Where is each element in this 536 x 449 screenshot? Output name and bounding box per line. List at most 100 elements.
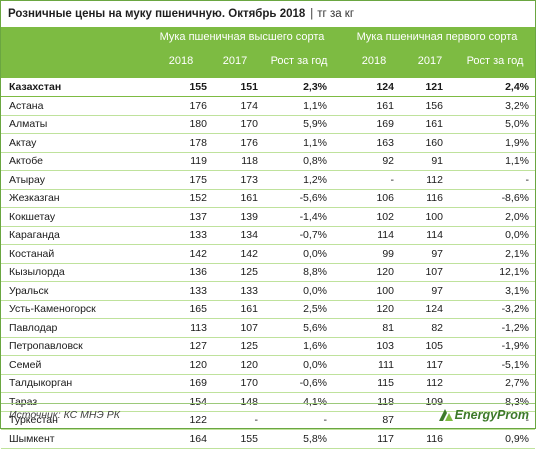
price-table: Казахстан 155 151 2,3% 124 121 2,4% Астана 176 17… — [1, 78, 535, 449]
price-2017-first: 82 — [400, 318, 453, 338]
growth-first: 5,0% — [453, 115, 535, 134]
logo-text: EnergyProm — [454, 408, 529, 422]
price-2018-premium: 120 — [151, 355, 213, 375]
price-2017-premium: 151 — [213, 78, 266, 97]
city-name: Актобе — [1, 152, 151, 171]
growth-first: 2,4% — [453, 78, 535, 97]
table-row: Алматы 180 170 5,9% 169 161 5,0% — [1, 115, 535, 134]
price-2017-premium: 125 — [213, 337, 266, 356]
table-row-total: Казахстан 155 151 2,3% 124 121 2,4% — [1, 78, 535, 97]
price-2018-premium: 154 — [151, 392, 213, 412]
price-2017-premium: 142 — [213, 244, 266, 264]
growth-premium: -0,6% — [266, 374, 333, 393]
price-2018-premium: 176 — [151, 96, 213, 116]
price-2017-first: 117 — [400, 355, 453, 375]
growth-first: 1,9% — [453, 133, 535, 153]
growth-premium: 5,9% — [266, 115, 333, 134]
price-2017-first: 97 — [400, 244, 453, 264]
growth-first: -1,2% — [453, 318, 535, 338]
price-2018-premium: 137 — [151, 207, 213, 227]
city-name: Актау — [1, 133, 151, 153]
price-2018-premium: 164 — [151, 429, 213, 449]
price-2018-first: 103 — [333, 337, 400, 356]
price-2017-premium: 120 — [213, 355, 266, 375]
price-2018-premium: 165 — [151, 300, 213, 319]
city-name: Казахстан — [1, 78, 151, 97]
price-2018-first: 118 — [333, 392, 400, 412]
table-row: Кызылорда 136 125 8,8% 120 107 12,1% — [1, 263, 535, 282]
growth-premium: 2,3% — [266, 78, 333, 97]
growth-premium: 1,6% — [266, 337, 333, 356]
price-2018-first: 117 — [333, 429, 400, 449]
city-name: Шымкент — [1, 429, 151, 449]
price-2018-premium: 113 — [151, 318, 213, 338]
city-name: Жезказган — [1, 189, 151, 208]
price-2018-first: 102 — [333, 207, 400, 227]
table-row: Уральск 133 133 0,0% 100 97 3,1% — [1, 281, 535, 301]
price-2017-first: 116 — [400, 189, 453, 208]
growth-premium: 0,8% — [266, 152, 333, 171]
price-2018-first: 161 — [333, 96, 400, 116]
growth-premium: 0,0% — [266, 355, 333, 375]
growth-first: -5,1% — [453, 355, 535, 375]
growth-premium: 2,5% — [266, 300, 333, 319]
price-2017-premium: 161 — [213, 189, 266, 208]
price-2017-premium: 173 — [213, 170, 266, 190]
price-2017-first: 112 — [400, 374, 453, 393]
growth-first: 12,1% — [453, 263, 535, 282]
price-2017-premium: 174 — [213, 96, 266, 116]
logo-icon — [438, 409, 453, 421]
title-separator: | — [310, 8, 314, 20]
price-2017-premium: 155 — [213, 429, 266, 449]
city-name: Усть-Каменогорск — [1, 300, 151, 319]
price-2018-first: 120 — [333, 263, 400, 282]
table-row: Талдыкорган 169 170 -0,6% 115 112 2,7% — [1, 374, 535, 393]
price-2018-premium: 133 — [151, 226, 213, 245]
price-2017-premium: 107 — [213, 318, 266, 338]
city-name: Кызылорда — [1, 263, 151, 282]
table-row: Караганда 133 134 -0,7% 114 114 0,0% — [1, 226, 535, 245]
subheader-2018-premium: 2018 — [168, 55, 194, 67]
price-2017-first: 97 — [400, 281, 453, 301]
price-2017-first: 107 — [400, 263, 453, 282]
subheader-growth-premium: Рост за год — [270, 55, 328, 67]
growth-first: 8,3% — [453, 392, 535, 412]
city-name: Семей — [1, 355, 151, 375]
growth-first: - — [453, 170, 535, 190]
price-2017-first: 105 — [400, 337, 453, 356]
price-2018-premium: 133 — [151, 281, 213, 301]
price-2017-first: 160 — [400, 133, 453, 153]
growth-first: -1,9% — [453, 337, 535, 356]
table-row: Семей 120 120 0,0% 111 117 -5,1% — [1, 355, 535, 375]
energyprom-logo: EnergyProm — [437, 407, 529, 423]
city-name: Атырау — [1, 170, 151, 190]
price-2018-premium: 152 — [151, 189, 213, 208]
table-row: Актау 178 176 1,1% 163 160 1,9% — [1, 133, 535, 153]
table-title: Розничные цены на муку пшеничную. Октябр… — [8, 8, 306, 20]
city-name: Тараз — [1, 392, 151, 412]
price-2018-first: 163 — [333, 133, 400, 153]
growth-premium: 1,2% — [266, 170, 333, 190]
table-row: Усть-Каменогорск 165 161 2,5% 120 124 -3,2% — [1, 300, 535, 319]
table-row: Шымкент 164 155 5,8% 117 116 0,9% — [1, 429, 535, 449]
price-2018-first: 124 — [333, 78, 400, 97]
subheader-2018-first: 2018 — [361, 55, 387, 67]
price-2018-first: 99 — [333, 244, 400, 264]
growth-premium: 5,6% — [266, 318, 333, 338]
table-row: Павлодар 113 107 5,6% 81 82 -1,2% — [1, 318, 535, 338]
price-2018-premium: 127 — [151, 337, 213, 356]
price-2018-premium: 178 — [151, 133, 213, 153]
subheader-2017-premium: 2017 — [222, 55, 248, 67]
price-2017-premium: 170 — [213, 115, 266, 134]
growth-premium: 8,8% — [266, 263, 333, 282]
price-2017-premium: 176 — [213, 133, 266, 153]
price-2018-premium: 155 — [151, 78, 213, 97]
price-2018-premium: 180 — [151, 115, 213, 134]
growth-first: 2,1% — [453, 244, 535, 264]
city-name: Астана — [1, 96, 151, 116]
subheader-growth-first: Рост за год — [466, 55, 524, 67]
growth-first: 3,1% — [453, 281, 535, 301]
table-header: Мука пшеничная высшего сорта Мука пшенич… — [1, 27, 535, 78]
growth-first: 2,0% — [453, 207, 535, 227]
